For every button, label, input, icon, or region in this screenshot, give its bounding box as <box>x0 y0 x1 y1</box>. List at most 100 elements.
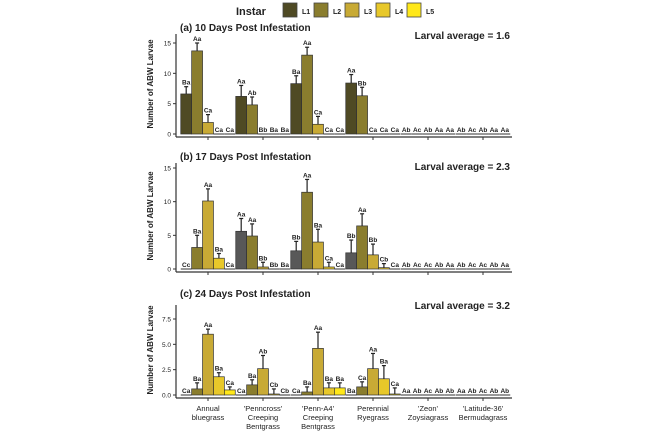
significance-letter: Ba <box>281 127 290 134</box>
significance-letter: Ca <box>182 388 191 395</box>
significance-letter: Ac <box>479 388 488 395</box>
y-tick-label: 5.0 <box>162 342 171 349</box>
significance-letter: Ab <box>424 127 433 134</box>
significance-letter: Ab <box>435 262 444 269</box>
significance-letter: Ba <box>182 80 191 87</box>
bar-L1 <box>180 93 192 135</box>
significance-letter: Bb <box>270 262 279 269</box>
significance-letter: Bb <box>358 80 367 87</box>
significance-letter: Ba <box>270 127 279 134</box>
significance-letter: Aa <box>303 40 312 47</box>
x-category-label: Bentgrass <box>301 422 335 431</box>
y-tick-label: 10 <box>164 71 172 78</box>
y-tick-label: 15 <box>164 41 172 48</box>
legend-swatch-L5 <box>406 2 422 18</box>
legend-swatch-L4 <box>375 2 391 18</box>
bar-L3 <box>202 333 214 396</box>
y-tick-label: 0.0 <box>162 393 171 400</box>
panel-title: (b) 17 Days Post Infestation <box>180 152 311 163</box>
bar-L4 <box>323 266 335 270</box>
x-category-label: 'Penn-A4' <box>302 404 335 413</box>
larval-average: Larval average = 1.6 <box>415 31 511 42</box>
bar-L3 <box>257 266 269 270</box>
significance-letter: Ba <box>336 376 345 383</box>
y-tick-label: 0 <box>167 267 171 274</box>
bar-L2 <box>356 95 368 135</box>
significance-letter: Ca <box>369 127 378 134</box>
legend-title: Instar <box>236 6 267 18</box>
significance-letter: Ba <box>303 380 312 387</box>
bar-L2 <box>301 191 313 270</box>
x-category-label: Zoysiagrass <box>408 413 449 422</box>
significance-letter: Ac <box>479 262 488 269</box>
legend-swatch-L3 <box>344 2 360 18</box>
bar-L2 <box>301 391 313 396</box>
bar-L1 <box>290 83 302 135</box>
significance-letter: Ac <box>424 388 433 395</box>
significance-letter: Ca <box>226 127 235 134</box>
significance-letter: Ca <box>237 388 246 395</box>
significance-letter: Aa <box>402 388 411 395</box>
larval-average: Larval average = 3.2 <box>415 301 511 312</box>
legend-label-L3: L3 <box>364 9 372 16</box>
bar-L3 <box>312 241 324 270</box>
significance-letter: Cb <box>380 257 389 264</box>
significance-letter: Ba <box>347 388 356 395</box>
significance-letter: Ab <box>457 127 466 134</box>
significance-letter: Aa <box>358 207 367 214</box>
x-category-label: 'Zeon' <box>418 404 439 413</box>
significance-letter: Aa <box>204 322 213 329</box>
significance-letter: Ba <box>215 247 224 254</box>
bar-L3 <box>312 123 324 135</box>
significance-letter: Ab <box>248 90 257 97</box>
significance-letter: Cb <box>270 382 279 389</box>
y-tick-label: 15 <box>164 166 172 173</box>
significance-letter: Ba <box>325 376 334 383</box>
bar-L2 <box>246 235 258 270</box>
significance-letter: Aa <box>237 212 246 219</box>
x-category-label: 'Penncross' <box>244 404 283 413</box>
bar-L4 <box>378 267 390 270</box>
significance-letter: Aa <box>204 182 213 189</box>
legend-label-L4: L4 <box>395 9 403 16</box>
bar-L4 <box>378 378 390 396</box>
x-category-label: Bentgrass <box>246 422 280 431</box>
bar-L4 <box>213 376 225 396</box>
significance-letter: Ca <box>336 127 345 134</box>
bar-L4 <box>213 257 225 270</box>
significance-letter: Ac <box>424 262 433 269</box>
significance-letter: Ca <box>391 262 400 269</box>
significance-letter: Aa <box>248 217 257 224</box>
significance-letter: Ca <box>314 109 323 116</box>
y-tick-label: 5 <box>167 101 171 108</box>
significance-letter: Ca <box>204 108 213 115</box>
significance-letter: Ba <box>248 373 257 380</box>
bar-L5 <box>334 387 346 396</box>
x-category-label: Creeping <box>303 413 333 422</box>
bar-L3 <box>312 348 324 396</box>
significance-letter: Ba <box>292 69 301 76</box>
significance-letter: Aa <box>314 325 323 332</box>
significance-letter: Aa <box>501 262 510 269</box>
significance-letter: Ca <box>391 381 400 388</box>
bar-L2 <box>301 54 313 135</box>
significance-letter: Aa <box>490 127 499 134</box>
bar-L2 <box>191 50 203 135</box>
significance-letter: Aa <box>303 172 312 179</box>
significance-letter: Aa <box>446 262 455 269</box>
bar-L1 <box>235 230 247 270</box>
x-category-label: Creeping <box>248 413 278 422</box>
significance-letter: Ca <box>215 127 224 134</box>
bar-L2 <box>191 388 203 396</box>
bar-L4 <box>323 387 335 396</box>
legend-label-L5: L5 <box>426 9 434 16</box>
significance-letter: Bb <box>259 255 268 262</box>
significance-letter: Bb <box>347 233 356 240</box>
significance-letter: Ab <box>490 262 499 269</box>
bar-L3 <box>367 368 379 396</box>
y-tick-label: 0 <box>167 132 171 139</box>
significance-letter: Ab <box>445 388 454 395</box>
y-tick-label: 2.5 <box>162 367 171 374</box>
significance-letter: Aa <box>435 127 444 134</box>
significance-letter: Ac <box>468 127 477 134</box>
